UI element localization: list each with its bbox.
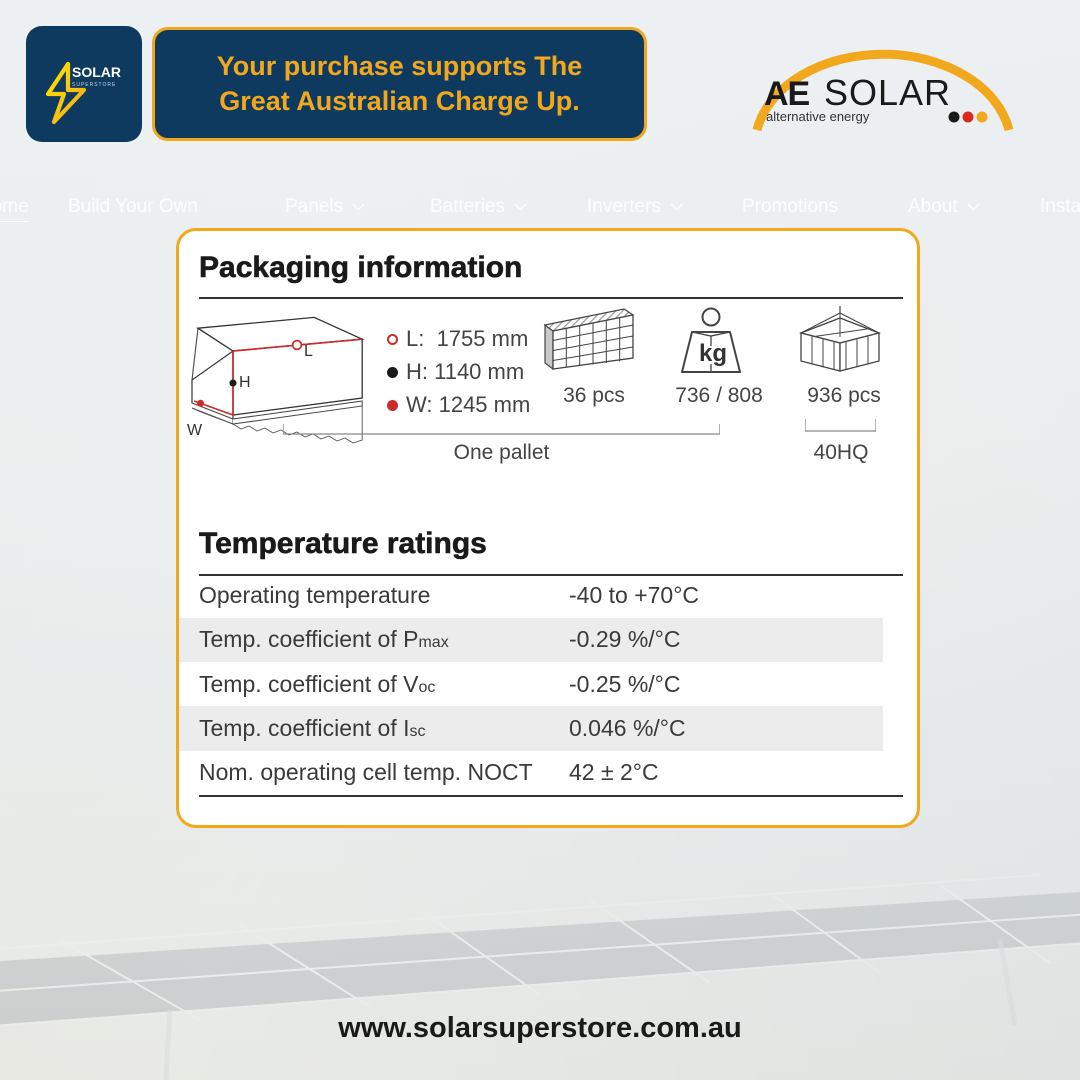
svg-text:SOLAR: SOLAR xyxy=(824,72,951,113)
svg-text:SUPERSTORE: SUPERSTORE xyxy=(72,82,116,88)
svg-text:SOLAR: SOLAR xyxy=(72,64,121,80)
svg-text:alternative energy: alternative energy xyxy=(766,109,870,124)
svg-text:W: W xyxy=(187,422,203,439)
svg-text:L: L xyxy=(304,343,313,360)
svg-text:AE: AE xyxy=(764,75,810,113)
svg-text:kg: kg xyxy=(699,340,727,367)
svg-text:H: H xyxy=(239,374,251,391)
